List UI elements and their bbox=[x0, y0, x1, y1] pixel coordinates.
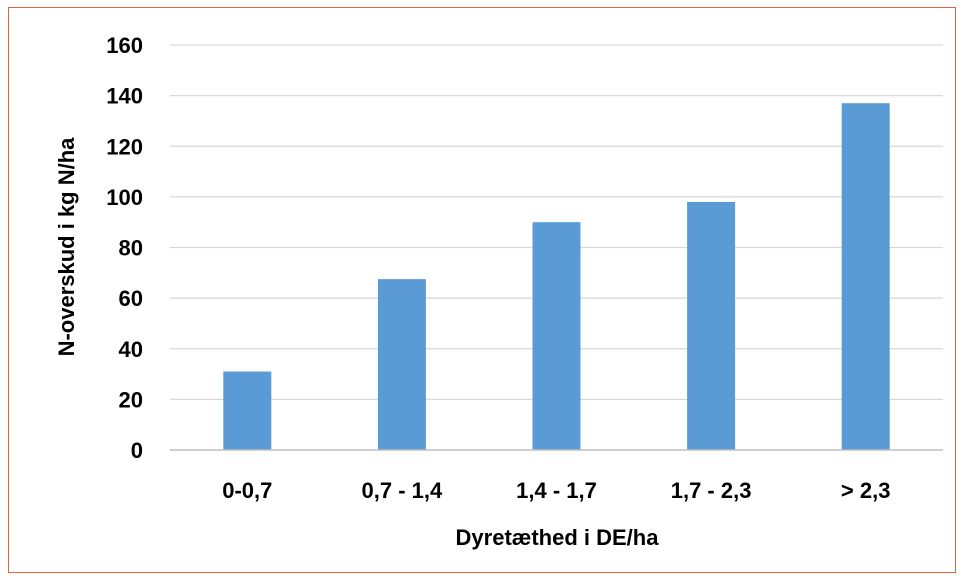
bar bbox=[377, 279, 426, 450]
y-tick-label: 0 bbox=[131, 438, 143, 463]
chart-frame bbox=[8, 7, 956, 573]
y-tick-label: 80 bbox=[119, 236, 143, 261]
bar bbox=[841, 103, 890, 450]
y-tick-label: 60 bbox=[119, 286, 143, 311]
bars bbox=[223, 103, 890, 450]
x-axis-ticks: 0-0,7 0,7 - 1,4 1,4 - 1,7 1,7 - 2,3 > 2,3 bbox=[222, 478, 890, 503]
gridlines bbox=[170, 44, 943, 400]
x-tick-label: 0-0,7 bbox=[222, 478, 272, 503]
x-tick-label: > 2,3 bbox=[841, 478, 891, 503]
y-tick-label: 160 bbox=[106, 33, 143, 58]
y-tick-label: 140 bbox=[106, 84, 143, 109]
x-tick-label: 1,7 - 2,3 bbox=[671, 478, 752, 503]
bar bbox=[532, 222, 581, 450]
bar bbox=[687, 201, 736, 450]
bar bbox=[223, 371, 272, 450]
y-axis-title: N-overskud i kg N/ha bbox=[54, 137, 79, 357]
y-axis-ticks: 0 20 40 60 80 100 120 140 160 bbox=[106, 33, 143, 463]
x-tick-label: 0,7 - 1,4 bbox=[362, 478, 443, 503]
x-tick-label: 1,4 - 1,7 bbox=[516, 478, 597, 503]
y-tick-label: 100 bbox=[106, 185, 143, 210]
y-tick-label: 120 bbox=[106, 134, 143, 159]
y-tick-label: 20 bbox=[119, 387, 143, 412]
x-axis-title: Dyretæthed i DE/ha bbox=[456, 525, 660, 550]
y-tick-label: 40 bbox=[119, 337, 143, 362]
